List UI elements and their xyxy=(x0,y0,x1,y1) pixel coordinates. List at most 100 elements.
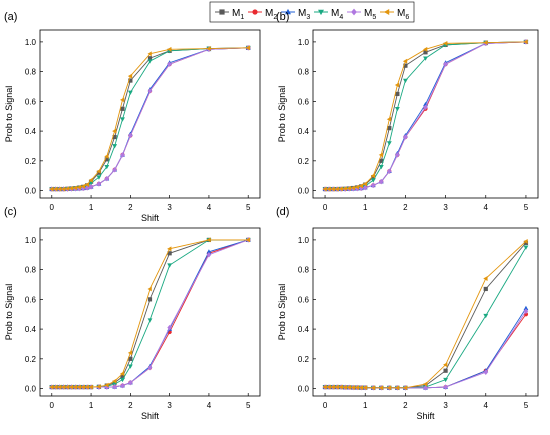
data-point xyxy=(322,186,327,192)
x-tick-label: 0 xyxy=(50,401,55,410)
data-point xyxy=(330,186,335,192)
x-tick-label: 1 xyxy=(89,203,94,212)
data-point xyxy=(326,186,331,192)
data-point xyxy=(104,175,110,182)
panel-label: (a) xyxy=(4,11,17,23)
data-point xyxy=(49,384,54,390)
data-point xyxy=(362,181,368,187)
data-point xyxy=(127,364,133,369)
data-point xyxy=(423,50,428,55)
x-axis-label: Shift xyxy=(141,213,160,223)
series-line xyxy=(325,311,527,389)
data-point xyxy=(96,168,101,174)
legend-marker-icon xyxy=(219,9,225,15)
data-point xyxy=(80,384,85,390)
y-tick-label: 0.2 xyxy=(25,157,37,166)
data-point xyxy=(403,134,408,140)
data-point xyxy=(370,173,376,179)
data-point xyxy=(167,46,172,52)
data-point xyxy=(350,185,355,191)
data-point xyxy=(443,377,449,383)
legend-label: M5 xyxy=(364,8,376,21)
panel-label: (b) xyxy=(276,11,289,23)
y-tick-label: 0.6 xyxy=(298,97,310,106)
data-point xyxy=(394,385,400,391)
data-point xyxy=(167,263,173,268)
data-point xyxy=(84,384,89,390)
panel: (a) 0 1 2 3 4 5 0.0 0.2 0.4 0.6 0.8 1.0 Shift Prob to … xyxy=(4,11,261,223)
data-point xyxy=(378,164,384,170)
data-point xyxy=(120,377,125,383)
data-point xyxy=(72,384,78,390)
data-point xyxy=(167,246,172,252)
plot-frame xyxy=(312,227,539,397)
y-tick-label: 0.4 xyxy=(298,127,310,136)
data-point xyxy=(386,141,392,146)
x-tick-label: 4 xyxy=(207,401,212,410)
data-point xyxy=(127,73,133,79)
y-axis-label: Prob to Signal xyxy=(4,86,14,143)
data-point xyxy=(112,384,117,390)
series-line xyxy=(325,41,526,190)
data-point xyxy=(53,384,58,390)
y-tick-label: 0.8 xyxy=(25,266,37,275)
panel: (c) 0 1 2 3 4 5 0.0 0.2 0.4 0.6 0.8 1.0 Shift Prob to … xyxy=(4,206,261,421)
data-point xyxy=(370,385,376,391)
data-point xyxy=(104,164,110,170)
legend-marker-icon xyxy=(383,9,390,15)
data-point xyxy=(61,384,66,390)
series-line xyxy=(325,241,527,389)
data-point xyxy=(387,126,392,131)
data-point xyxy=(354,385,359,390)
data-point xyxy=(80,183,85,189)
data-point xyxy=(57,384,62,390)
data-point xyxy=(112,167,117,173)
legend-marker-icon xyxy=(285,8,291,15)
data-point xyxy=(68,384,74,390)
data-point xyxy=(76,184,82,190)
data-point xyxy=(443,368,448,373)
x-tick-label: 5 xyxy=(246,401,251,410)
data-point xyxy=(127,350,133,356)
y-tick-label: 0.2 xyxy=(298,157,310,166)
series-line xyxy=(325,242,527,389)
data-point xyxy=(346,384,351,390)
y-tick-label: 0.2 xyxy=(298,355,310,364)
data-point xyxy=(112,128,117,134)
data-point xyxy=(206,237,211,243)
y-tick-label: 0.0 xyxy=(298,385,310,394)
data-point xyxy=(147,51,152,57)
data-point xyxy=(167,324,172,331)
data-point xyxy=(322,384,327,390)
data-point xyxy=(362,385,368,391)
data-point xyxy=(84,182,89,188)
series-line xyxy=(51,47,249,190)
data-point xyxy=(358,183,363,189)
plot-frame xyxy=(312,29,539,199)
data-point xyxy=(362,184,368,191)
x-tick-label: 4 xyxy=(484,203,489,212)
legend-label: M4 xyxy=(331,8,343,21)
x-tick-label: 4 xyxy=(207,203,212,212)
data-point xyxy=(147,88,153,94)
series-line xyxy=(325,41,526,190)
x-axis-label: Shift xyxy=(416,411,435,421)
data-point xyxy=(443,362,448,368)
data-point xyxy=(64,384,70,390)
x-tick-label: 2 xyxy=(403,203,408,212)
y-tick-label: 0.0 xyxy=(298,187,310,196)
data-point xyxy=(147,365,153,371)
data-point xyxy=(334,384,339,390)
y-tick-label: 1.0 xyxy=(25,38,37,47)
data-point xyxy=(330,384,335,390)
data-point xyxy=(147,56,153,61)
data-point xyxy=(350,385,355,390)
data-point xyxy=(523,305,529,311)
series-line xyxy=(325,313,527,389)
data-point xyxy=(386,116,392,122)
series-line xyxy=(325,308,527,389)
data-point xyxy=(379,158,384,163)
y-tick-label: 0.6 xyxy=(25,97,37,106)
data-point xyxy=(378,152,384,158)
data-point xyxy=(96,170,102,175)
